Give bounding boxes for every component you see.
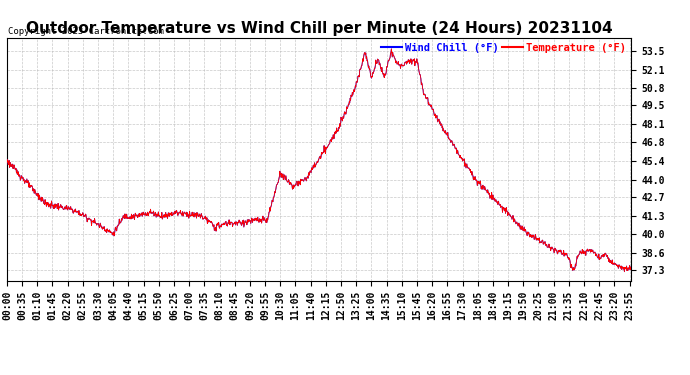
Text: Copyright 2023 Cartronics.com: Copyright 2023 Cartronics.com	[8, 27, 164, 36]
Title: Outdoor Temperature vs Wind Chill per Minute (24 Hours) 20231104: Outdoor Temperature vs Wind Chill per Mi…	[26, 21, 613, 36]
Legend: Wind Chill (°F), Temperature (°F): Wind Chill (°F), Temperature (°F)	[382, 43, 626, 53]
